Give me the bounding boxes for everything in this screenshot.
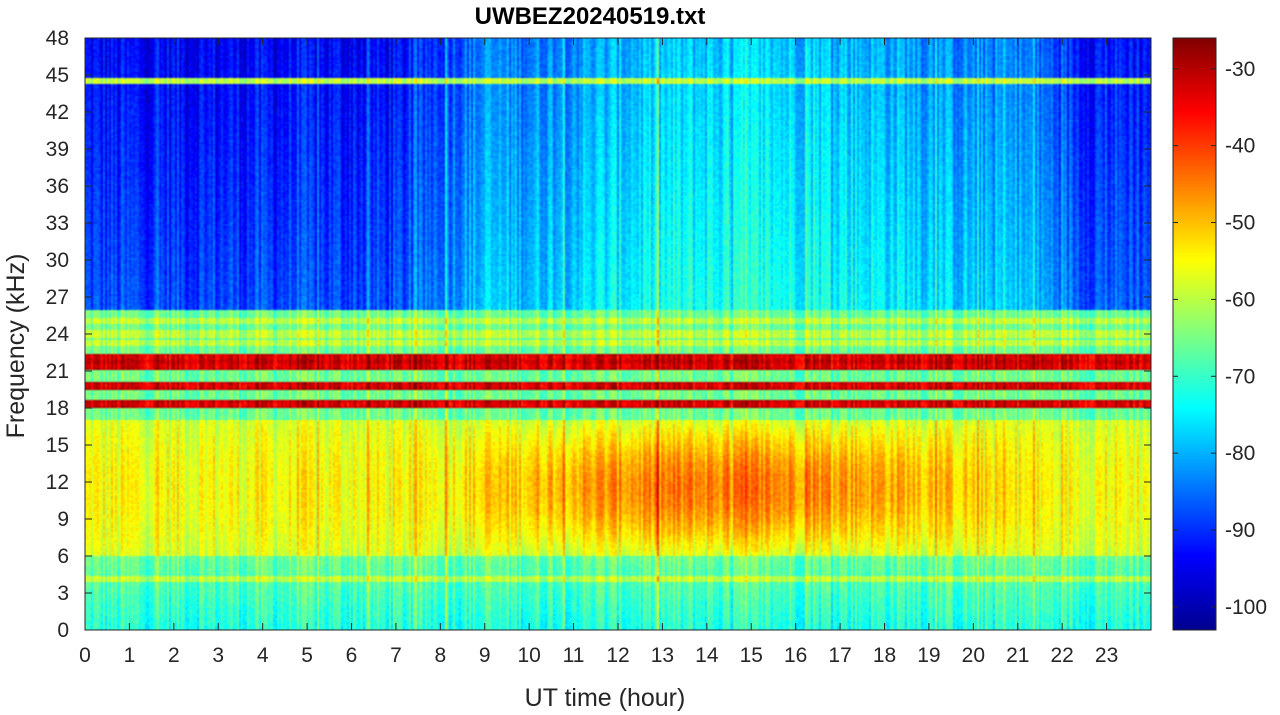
colorbar-tick-label: -70 — [1225, 365, 1255, 388]
colorbar-tick-label: -50 — [1225, 212, 1255, 235]
colorbar-tick-label: -30 — [1225, 58, 1255, 81]
colorbar: -100 -90 -80 -70 -60 -50 -40 -30 — [1172, 37, 1267, 631]
colorbar-tick-label: -60 — [1225, 288, 1255, 311]
x-tick-label: 13 — [651, 644, 674, 667]
x-tick-label: 20 — [962, 644, 985, 667]
y-tick-label: 27 — [46, 286, 69, 309]
y-tick-label: 3 — [57, 582, 69, 605]
x-tick-label: 10 — [517, 644, 540, 667]
x-tick-label: 19 — [917, 644, 940, 667]
y-tick-label: 42 — [46, 101, 69, 124]
y-tick-label: 0 — [57, 619, 69, 642]
x-tick-label: 21 — [1006, 644, 1029, 667]
y-tick-label: 33 — [46, 212, 69, 235]
colorbar-gradient — [1173, 38, 1216, 630]
y-tick-label: 21 — [46, 360, 69, 383]
x-axis-label: UT time (hour) — [525, 684, 686, 712]
x-tick-label: 5 — [301, 644, 313, 667]
y-tick-label: 6 — [57, 545, 69, 568]
x-tick-label: 15 — [740, 644, 763, 667]
y-tick-label: 39 — [46, 138, 69, 161]
x-tick-label: 23 — [1095, 644, 1118, 667]
colorbar-tick-label: -100 — [1225, 596, 1267, 619]
x-tick-label: 1 — [124, 644, 136, 667]
y-tick-label: 18 — [46, 397, 69, 420]
x-tick-label: 4 — [257, 644, 269, 667]
colorbar-tick-label: -40 — [1225, 135, 1255, 158]
x-tick-label: 12 — [606, 644, 629, 667]
x-tick-label: 16 — [784, 644, 807, 667]
y-tick-label: 30 — [46, 249, 69, 272]
x-tick-label: 14 — [695, 644, 719, 667]
colorbar-tick-label: -90 — [1225, 519, 1255, 542]
y-tick-label: 36 — [46, 175, 69, 198]
x-tick-label: 7 — [390, 644, 402, 667]
x-tick-label: 18 — [873, 644, 896, 667]
y-tick-label: 24 — [46, 323, 70, 346]
x-tick-label: 2 — [168, 644, 180, 667]
y-axis-label: Frequency (kHz) — [2, 254, 30, 439]
x-tick-label: 8 — [434, 644, 446, 667]
colorbar-ticks: -100 -90 -80 -70 -60 -50 -40 -30 — [1173, 58, 1267, 619]
x-tick-label: 6 — [346, 644, 358, 667]
x-tick-label: 11 — [563, 644, 585, 667]
x-axis: 0 1 2 3 4 5 6 7 8 9 10 11 12 13 14 15 16 17 18 19 20 21 22 23 — [79, 38, 1118, 667]
y-tick-label: 45 — [46, 64, 69, 87]
y-tick-label: 48 — [46, 27, 69, 50]
colorbar-frame — [1172, 37, 1217, 631]
y-tick-label: 12 — [46, 471, 69, 494]
spectrogram-heatmap — [85, 38, 1151, 630]
x-tick-label: 3 — [212, 644, 224, 667]
x-tick-label: 9 — [479, 644, 491, 667]
y-tick-label: 15 — [46, 434, 69, 457]
colorbar-tick-label: -80 — [1225, 442, 1255, 465]
y-tick-label: 9 — [57, 508, 69, 531]
x-tick-label: 0 — [79, 644, 91, 667]
chart-title: UWBEZ20240519.txt — [475, 3, 706, 30]
x-tick-label: 17 — [828, 644, 851, 667]
x-tick-label: 22 — [1050, 644, 1073, 667]
plot-area — [84, 37, 1152, 631]
